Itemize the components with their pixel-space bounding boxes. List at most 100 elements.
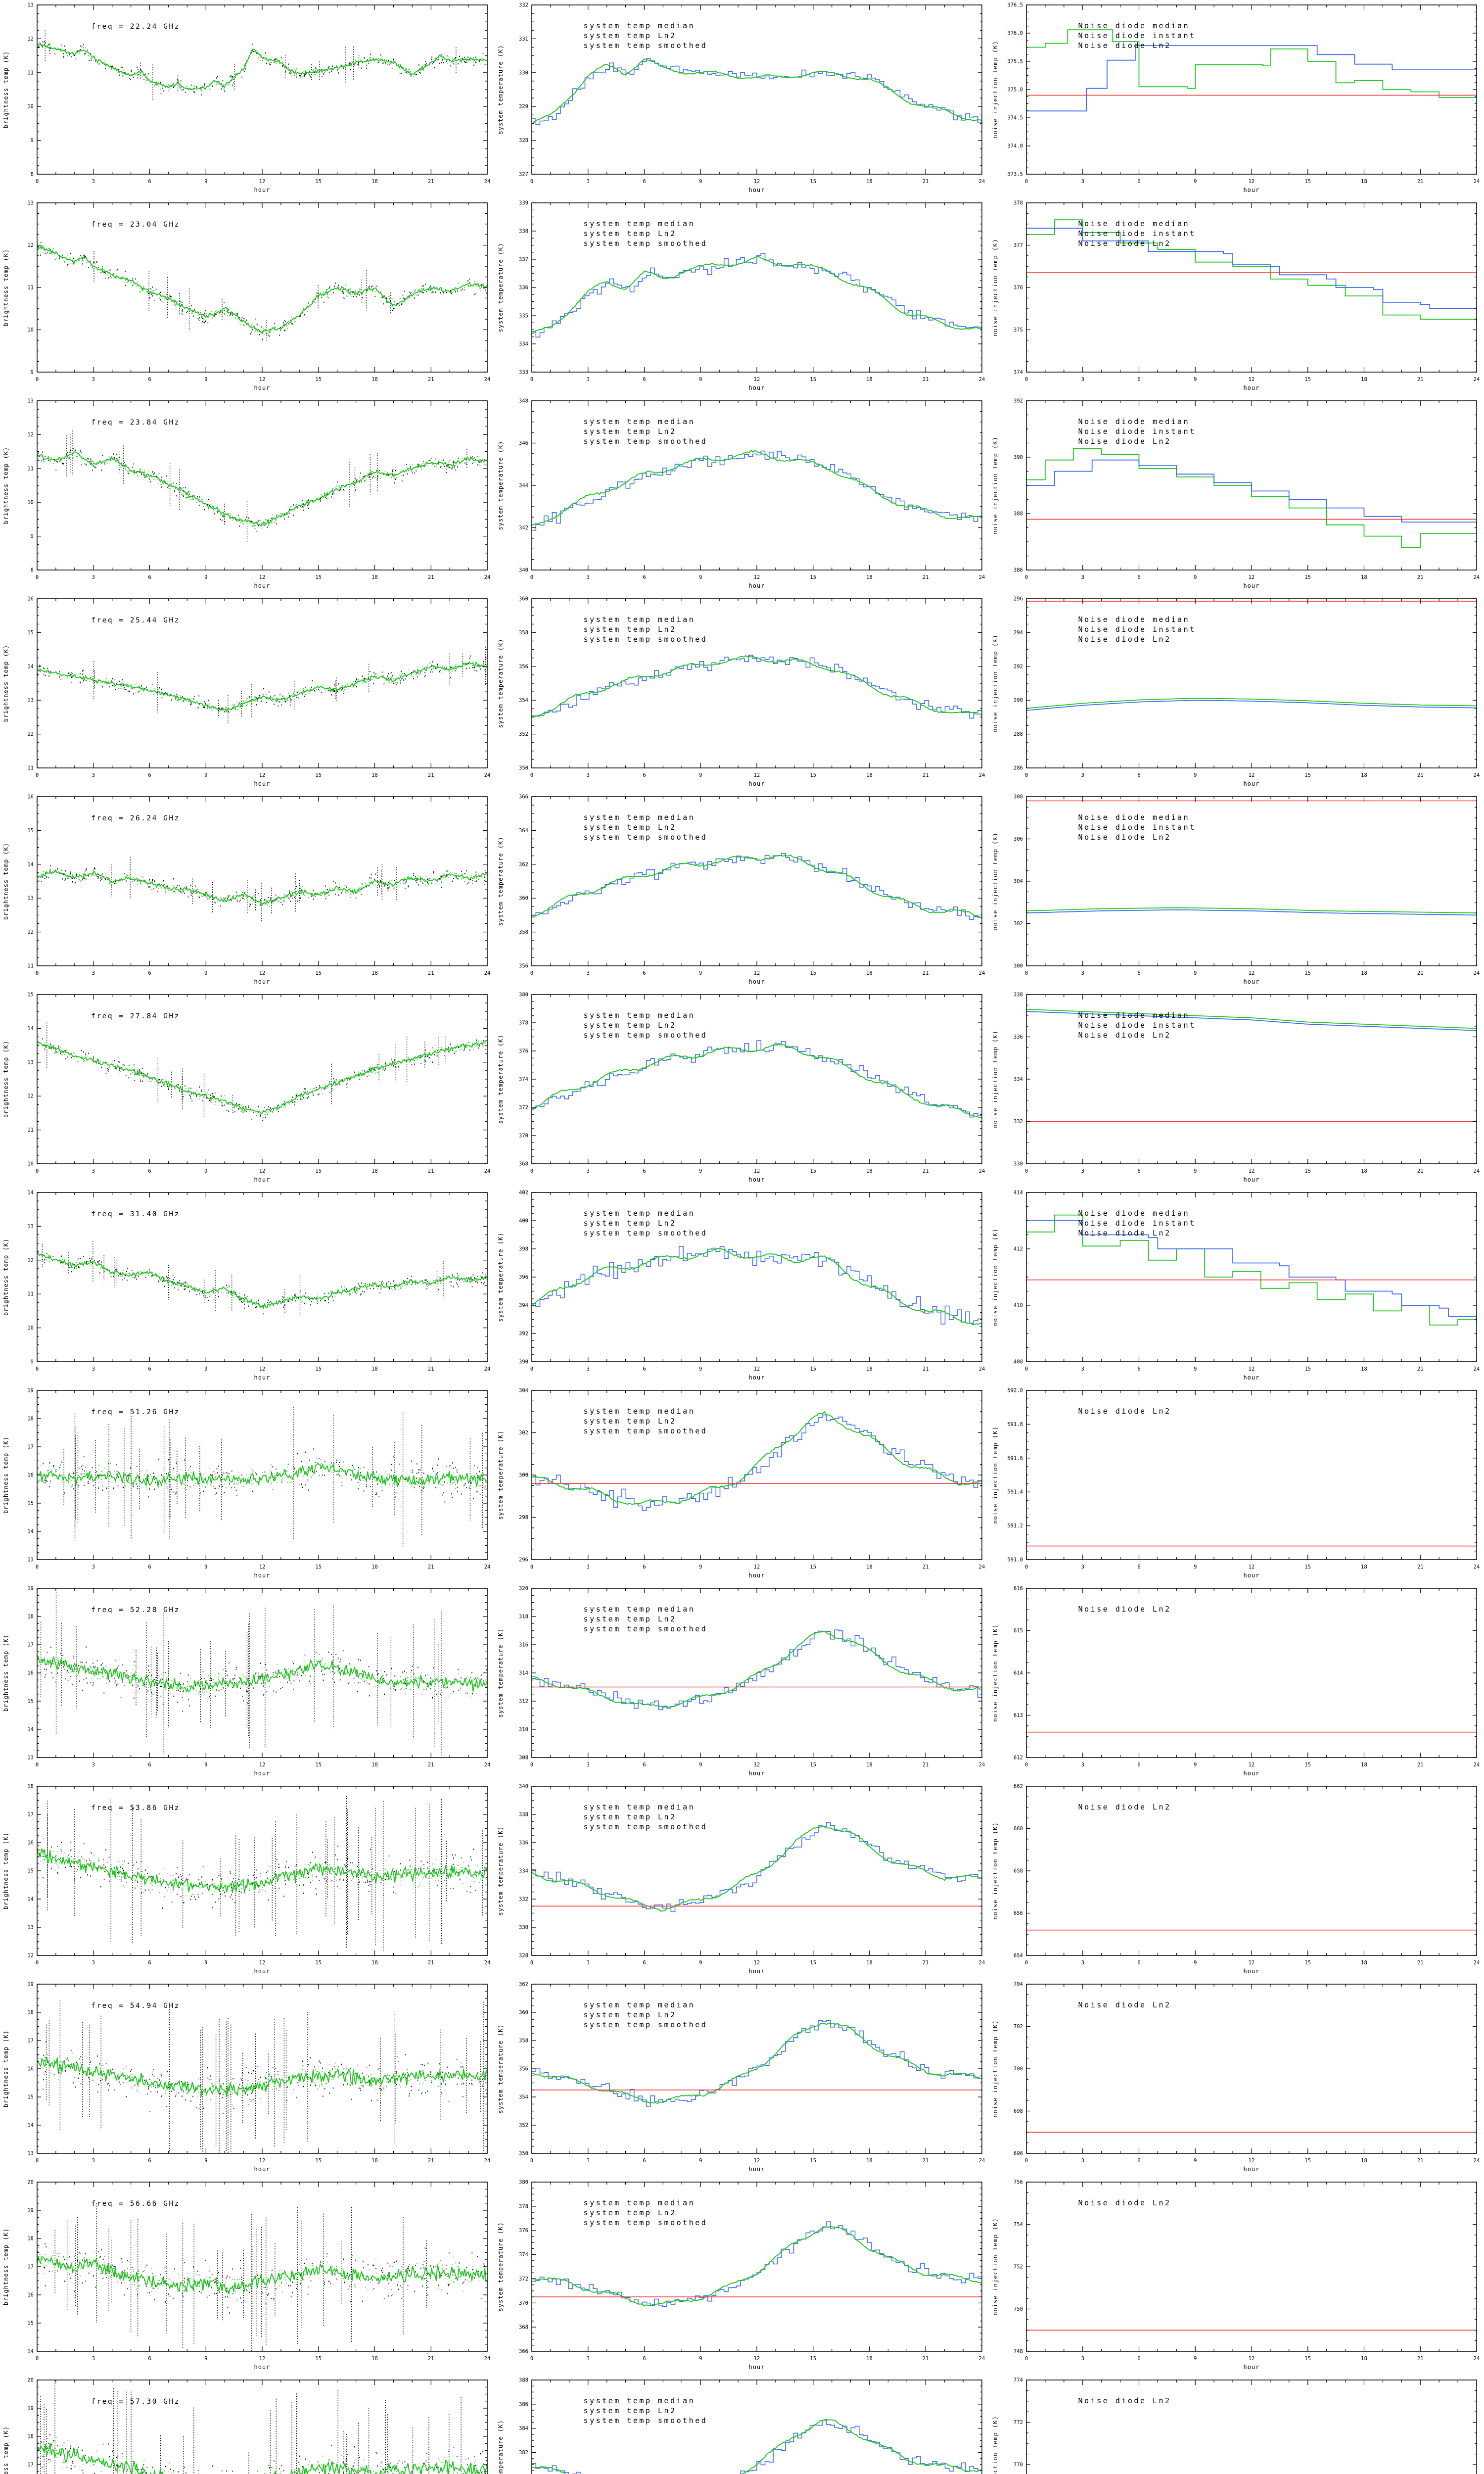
x-tick-label: 9 [699,377,702,382]
y-tick-label: 338 [1014,992,1023,998]
legend-label-red: Noise diode Ln2 [1078,41,1171,50]
y-tick-label: 314 [519,1670,528,1676]
legend-label-red: Noise diode Ln2 [1078,1407,1171,1416]
y-tick-label: 386 [1014,568,1023,573]
plot-row-54.94ghz: 0 3 6 9 12 15 18 21 24 13 14 15 16 17 18 19 hour brightne… [0,1979,1484,2177]
x-tick-label: 18 [1361,2158,1367,2164]
axis-box [531,994,982,1164]
y-tick-label: 320 [519,1586,528,1592]
x-tick-label: 15 [315,574,322,580]
x-tick-label: 3 [1081,377,1084,382]
y-tick-label: 374 [519,1077,528,1083]
panel-right-row12: 0 3 6 9 12 15 18 21 24 748 750 752 754 756 hour noise i… [992,2180,1480,2371]
x-tick-label: 24 [979,1762,985,1768]
panel-mid-row1: 0 3 6 9 12 15 18 21 24 327 328 329 330 331 332 hour syst… [497,2,985,194]
plot-area [37,2203,487,2351]
x-tick-label: 24 [979,2158,985,2164]
y-tick-label: 17 [27,1642,34,1648]
y-tick-label: 362 [519,861,528,867]
x-tick-label: 0 [530,377,533,382]
green-scatter-series [37,2436,486,2474]
y-tick-label: 9 [31,533,34,539]
y-tick-label: 302 [1014,921,1023,927]
system-temp-median-series [532,853,982,920]
x-tick-label: 6 [643,1366,646,1372]
system-temp-median-series [532,2221,982,2307]
x-tick-label: 3 [587,1762,590,1768]
x-axis-label: hour [1244,1176,1260,1183]
axis-box [531,400,982,571]
legend-label-green: system temp smoothed [584,437,708,446]
y-axis-label: system temperature (K) [497,1430,504,1520]
legend-label-red: Noise diode Ln2 [1078,833,1171,842]
system-temp-smoothed-series [532,58,982,125]
system-temp-median-series [532,2420,982,2474]
x-tick-label: 9 [699,772,702,778]
x-tick-label: 24 [979,2356,985,2362]
y-tick-label: 14 [27,1026,34,1032]
panel-mid-row7: 0 3 6 9 12 15 18 21 24 390 392 394 396 398 400 402 hour s… [497,1190,985,1381]
plot-row-56.66ghz: 0 3 6 9 12 15 18 21 24 14 15 16 17 18 19 20 hour brightne… [0,2177,1484,2375]
x-tick-label: 6 [1137,1366,1140,1372]
x-tick-label: 0 [1025,2158,1028,2164]
x-tick-label: 6 [148,772,151,778]
x-tick-label: 18 [1361,1366,1367,1372]
x-tick-label: 18 [371,970,378,976]
legend-label-red: system temp Ln2 [584,427,677,436]
y-tick-label: 16 [27,2066,34,2072]
axis-box [37,4,488,175]
x-tick-label: 9 [204,1168,207,1174]
y-axis-label: noise injection temp (K) [992,238,999,336]
plot-title: freq = 52.28 GHz [91,1606,180,1614]
plot-area [37,1592,487,1755]
legend-label-red: system temp Ln2 [584,2406,677,2415]
panel-left-row6: 0 3 6 9 12 15 18 21 24 10 11 12 13 14 15 hour brightness… [2,992,490,1184]
legend-label-green: system temp smoothed [584,1427,708,1435]
y-tick-label: 14 [27,1190,34,1196]
y-tick-label: 392 [519,1331,528,1337]
panel-left-row10: 0 3 6 9 12 15 18 21 24 12 13 14 15 16 17 18 hour brightne… [2,1784,490,1975]
x-tick-label: 21 [923,2158,929,2164]
legend-label-blue: system temp median [584,2198,696,2207]
axis-ticks [531,2182,982,2352]
x-tick-label: 24 [979,377,985,382]
noise-diode-median-series [1026,228,1477,309]
x-tick-label: 15 [1304,1564,1311,1570]
x-tick-label: 18 [866,574,873,580]
y-tick-label: 375.0 [1007,87,1023,93]
y-tick-label: 384 [519,2426,528,2431]
y-tick-label: 373.5 [1007,172,1023,178]
plot-area [532,1411,982,1511]
legend-label-blue: system temp median [584,615,696,624]
x-tick-label: 24 [979,574,985,580]
x-tick-label: 15 [1304,377,1311,382]
legend-label-blue: system temp median [584,417,696,426]
y-tick-label: 591.6 [1007,1455,1023,1461]
x-tick-label: 6 [643,772,646,778]
black-spike-series [46,2000,484,2153]
y-axis-label: noise injection temp (K) [992,2416,999,2474]
y-tick-label: 591.0 [1007,1557,1023,1563]
y-tick-label: 352 [519,2123,528,2129]
legend-label-red: Noise diode Ln2 [1078,239,1171,248]
black-spike-series [42,1241,444,1317]
panel-left-row9: 0 3 6 9 12 15 18 21 24 13 14 15 16 17 18 19 hour brightne… [2,1586,490,1777]
x-tick-label: 15 [315,179,322,185]
panel-right-row13: 03691215182124766768770772774hournoise i… [992,2378,1477,2474]
x-tick-label: 3 [92,1564,95,1570]
brightness-temp-series [37,1655,487,1693]
x-tick-label: 12 [259,574,266,580]
y-tick-label: 392 [1014,398,1023,404]
x-tick-label: 3 [587,1366,590,1372]
x-tick-label: 9 [204,179,207,185]
y-tick-label: 11 [27,70,34,76]
y-tick-label: 14 [27,1727,34,1733]
y-tick-label: 294 [1014,630,1023,636]
x-tick-label: 24 [979,1168,985,1174]
y-tick-label: 8 [31,568,34,573]
x-tick-label: 0 [530,1168,533,1174]
plot-area [1026,448,1477,548]
x-tick-label: 0 [36,1366,39,1372]
x-axis-label: hour [749,2364,765,2371]
y-tick-label: 358 [519,630,528,636]
